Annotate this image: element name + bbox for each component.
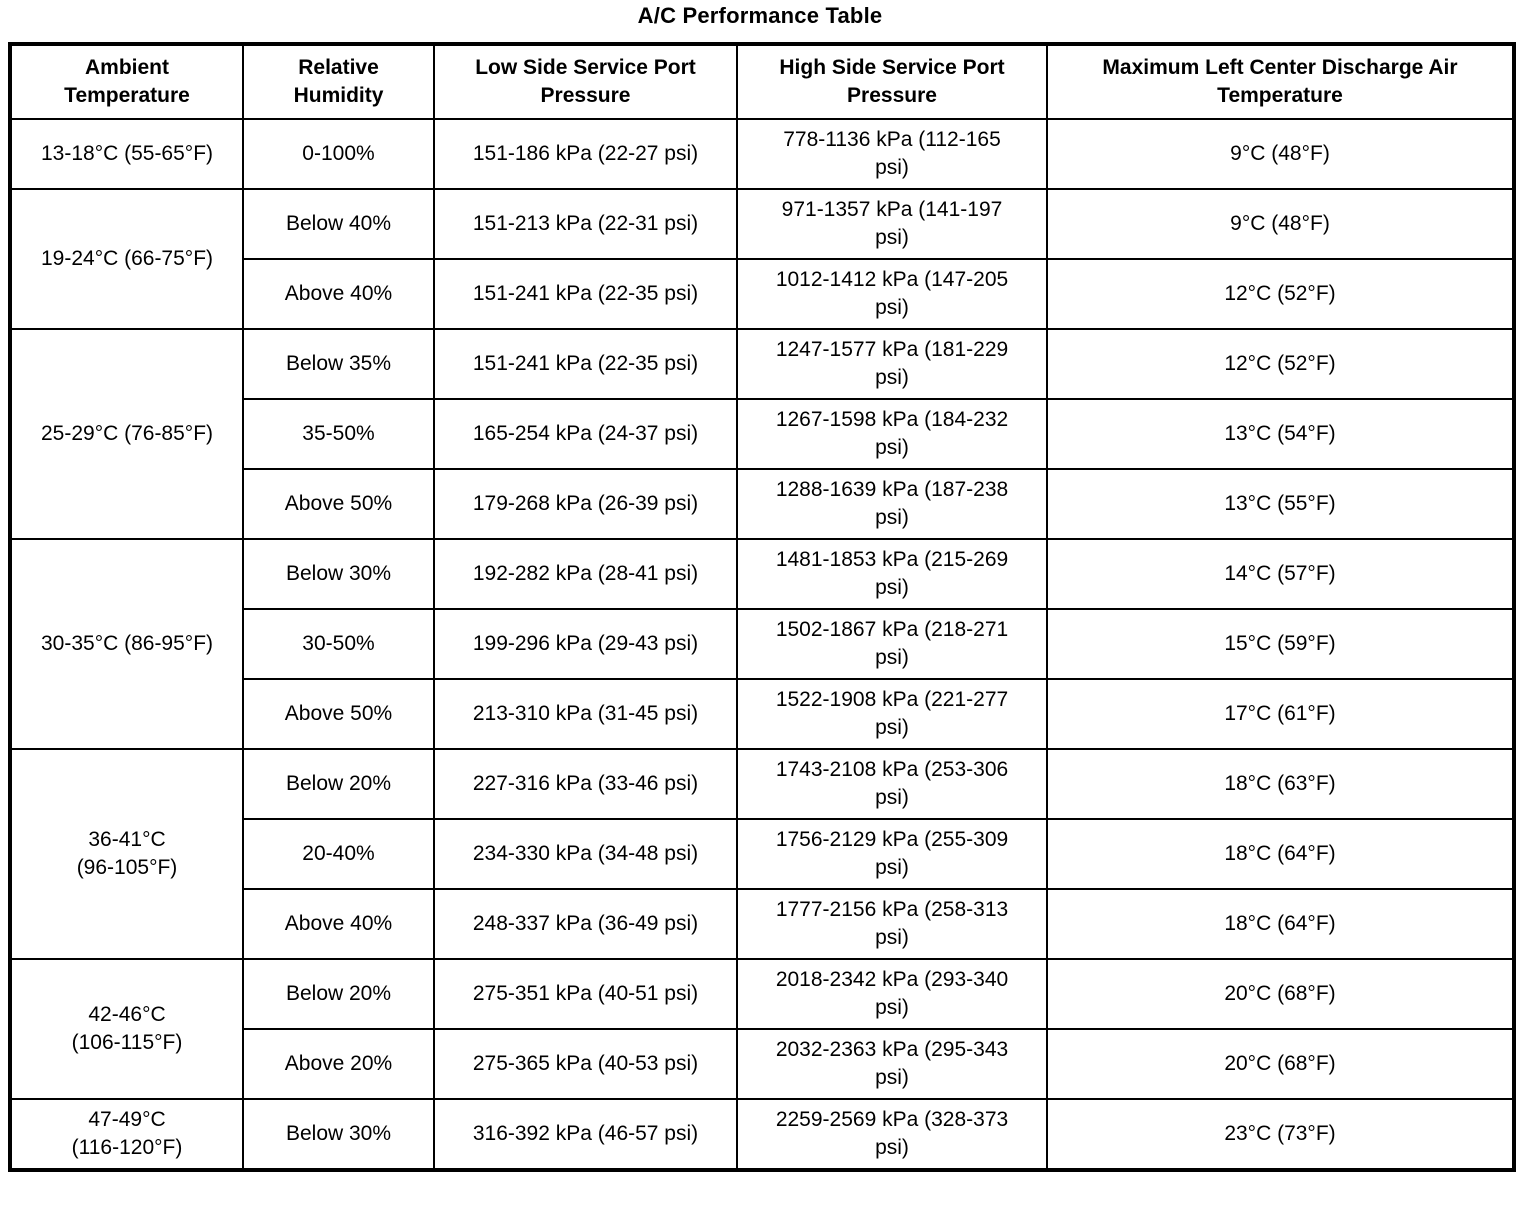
high-side-pressure-cell: 2032-2363 kPa (295-343 psi)	[736, 1028, 1048, 1100]
discharge-temperature-cell: 18°C (64°F)	[1046, 818, 1515, 890]
high-side-pressure-cell: 778-1136 kPa (112-165 psi)	[736, 118, 1048, 190]
humidity-cell: Above 50%	[242, 678, 435, 750]
humidity-cell: Below 20%	[242, 958, 435, 1030]
low-side-pressure-cell: 234-330 kPa (34-48 psi)	[433, 818, 738, 890]
humidity-cell: Above 40%	[242, 258, 435, 330]
discharge-temperature-cell: 12°C (52°F)	[1046, 258, 1515, 330]
header-row: Ambient Temperature Relative Humidity Lo…	[9, 43, 1515, 120]
table-body: 13-18°C (55-65°F) 0-100% 151-186 kPa (22-2…	[9, 118, 1515, 1171]
high-side-pressure-cell: 1288-1639 kPa (187-238 psi)	[736, 468, 1048, 540]
humidity-cell: Above 20%	[242, 1028, 435, 1100]
low-side-pressure-cell: 248-337 kPa (36-49 psi)	[433, 888, 738, 960]
discharge-temperature-cell: 9°C (48°F)	[1046, 188, 1515, 260]
humidity-cell: Below 35%	[242, 328, 435, 400]
high-side-pressure-cell: 1522-1908 kPa (221-277 psi)	[736, 678, 1048, 750]
table-row: Above 50% 179-268 kPa (26-39 psi) 1288-163…	[10, 468, 1515, 540]
humidity-cell: 35-50%	[242, 398, 435, 470]
low-side-pressure-cell: 151-241 kPa (22-35 psi)	[433, 258, 738, 330]
high-side-pressure-cell: 1502-1867 kPa (218-271 psi)	[736, 608, 1048, 680]
discharge-temperature-cell: 17°C (61°F)	[1046, 678, 1515, 750]
ambient-temperature-cell: 30-35°C (86-95°F)	[9, 538, 244, 750]
high-side-pressure-cell: 971-1357 kPa (141-197 psi)	[736, 188, 1048, 260]
table-row: 30-35°C (86-95°F) Below 30% 192-282 kPa (2…	[9, 538, 1515, 750]
table-row: Above 20% 275-365 kPa (40-53 psi) 2032-236…	[10, 1028, 1515, 1100]
header-ambient-temperature: Ambient Temperature	[9, 43, 244, 120]
header-discharge-temperature: Maximum Left Center Discharge Air Temper…	[1046, 43, 1515, 120]
discharge-temperature-cell: 15°C (59°F)	[1046, 608, 1515, 680]
discharge-temperature-cell: 13°C (54°F)	[1046, 398, 1515, 470]
table-header: Ambient Temperature Relative Humidity Lo…	[9, 43, 1515, 120]
humidity-cell: Below 30%	[242, 538, 435, 610]
discharge-temperature-cell: 20°C (68°F)	[1046, 958, 1515, 1030]
performance-table: Ambient Temperature Relative Humidity Lo…	[8, 42, 1516, 1172]
high-side-pressure-cell: 1743-2108 kPa (253-306 psi)	[736, 748, 1048, 820]
low-side-pressure-cell: 316-392 kPa (46-57 psi)	[433, 1098, 738, 1171]
humidity-cell: 20-40%	[242, 818, 435, 890]
ambient-temperature-cell: 42-46°C (106-115°F)	[9, 958, 244, 1100]
ambient-temperature-cell: 47-49°C (116-120°F)	[9, 1098, 244, 1171]
low-side-pressure-cell: 151-241 kPa (22-35 psi)	[433, 328, 738, 400]
humidity-cell: 30-50%	[242, 608, 435, 680]
table-row: 36-41°C (96-105°F) Below 20% 227-316 kPa (…	[9, 748, 1515, 960]
header-relative-humidity: Relative Humidity	[242, 43, 435, 120]
table-row: Above 50% 213-310 kPa (31-45 psi) 1522-190…	[10, 678, 1515, 750]
table-row: 20-40% 234-330 kPa (34-48 psi) 1756-2129 k…	[10, 818, 1515, 890]
discharge-temperature-cell: 18°C (64°F)	[1046, 888, 1515, 960]
humidity-cell: Below 20%	[242, 748, 435, 820]
table-row: 19-24°C (66-75°F) Below 40% 151-213 kPa (2…	[9, 188, 1515, 330]
discharge-temperature-cell: 23°C (73°F)	[1046, 1098, 1515, 1171]
low-side-pressure-cell: 227-316 kPa (33-46 psi)	[433, 748, 738, 820]
humidity-cell: 0-100%	[242, 118, 435, 190]
discharge-temperature-cell: 9°C (48°F)	[1046, 118, 1515, 190]
table-row: Above 40% 248-337 kPa (36-49 psi) 1777-215…	[10, 888, 1515, 960]
ambient-temperature-cell: 25-29°C (76-85°F)	[9, 328, 244, 540]
table-row: 35-50% 165-254 kPa (24-37 psi) 1267-1598 k…	[10, 398, 1515, 470]
discharge-temperature-cell: 20°C (68°F)	[1046, 1028, 1515, 1100]
high-side-pressure-cell: 1012-1412 kPa (147-205 psi)	[736, 258, 1048, 330]
discharge-temperature-cell: 18°C (63°F)	[1046, 748, 1515, 820]
low-side-pressure-cell: 151-186 kPa (22-27 psi)	[433, 118, 738, 190]
low-side-pressure-cell: 275-351 kPa (40-51 psi)	[433, 958, 738, 1030]
humidity-cell: Above 50%	[242, 468, 435, 540]
ambient-temperature-cell: 36-41°C (96-105°F)	[9, 748, 244, 960]
low-side-pressure-cell: 275-365 kPa (40-53 psi)	[433, 1028, 738, 1100]
table-row: 13-18°C (55-65°F) 0-100% 151-186 kPa (22-2…	[9, 118, 1515, 190]
discharge-temperature-cell: 12°C (52°F)	[1046, 328, 1515, 400]
table-row: 42-46°C (106-115°F) Below 20% 275-351 kPa …	[9, 958, 1515, 1100]
ambient-temperature-cell: 13-18°C (55-65°F)	[9, 118, 244, 190]
low-side-pressure-cell: 165-254 kPa (24-37 psi)	[433, 398, 738, 470]
low-side-pressure-cell: 192-282 kPa (28-41 psi)	[433, 538, 738, 610]
low-side-pressure-cell: 213-310 kPa (31-45 psi)	[433, 678, 738, 750]
humidity-cell: Below 40%	[242, 188, 435, 260]
humidity-cell: Below 30%	[242, 1098, 435, 1171]
table-title: A/C Performance Table	[637, 3, 883, 28]
high-side-pressure-cell: 1247-1577 kPa (181-229 psi)	[736, 328, 1048, 400]
table-row: Above 40% 151-241 kPa (22-35 psi) 1012-141…	[10, 258, 1515, 330]
discharge-temperature-cell: 13°C (55°F)	[1046, 468, 1515, 540]
low-side-pressure-cell: 199-296 kPa (29-43 psi)	[433, 608, 738, 680]
low-side-pressure-cell: 179-268 kPa (26-39 psi)	[433, 468, 738, 540]
table-row: 47-49°C (116-120°F) Below 30% 316-392 kPa …	[9, 1098, 1515, 1171]
humidity-cell: Above 40%	[242, 888, 435, 960]
table-row: 30-50% 199-296 kPa (29-43 psi) 1502-1867 k…	[10, 608, 1515, 680]
high-side-pressure-cell: 1777-2156 kPa (258-313 psi)	[736, 888, 1048, 960]
low-side-pressure-cell: 151-213 kPa (22-31 psi)	[433, 188, 738, 260]
ambient-temperature-cell: 19-24°C (66-75°F)	[9, 188, 244, 330]
high-side-pressure-cell: 1267-1598 kPa (184-232 psi)	[736, 398, 1048, 470]
header-low-side-pressure: Low Side Service Port Pressure	[433, 43, 738, 120]
high-side-pressure-cell: 2259-2569 kPa (328-373 psi)	[736, 1098, 1048, 1171]
discharge-temperature-cell: 14°C (57°F)	[1046, 538, 1515, 610]
table-row: 25-29°C (76-85°F) Below 35% 151-241 kPa (2…	[9, 328, 1515, 540]
high-side-pressure-cell: 1756-2129 kPa (255-309 psi)	[736, 818, 1048, 890]
header-high-side-pressure: High Side Service Port Pressure	[736, 43, 1048, 120]
high-side-pressure-cell: 1481-1853 kPa (215-269 psi)	[736, 538, 1048, 610]
high-side-pressure-cell: 2018-2342 kPa (293-340 psi)	[736, 958, 1048, 1030]
